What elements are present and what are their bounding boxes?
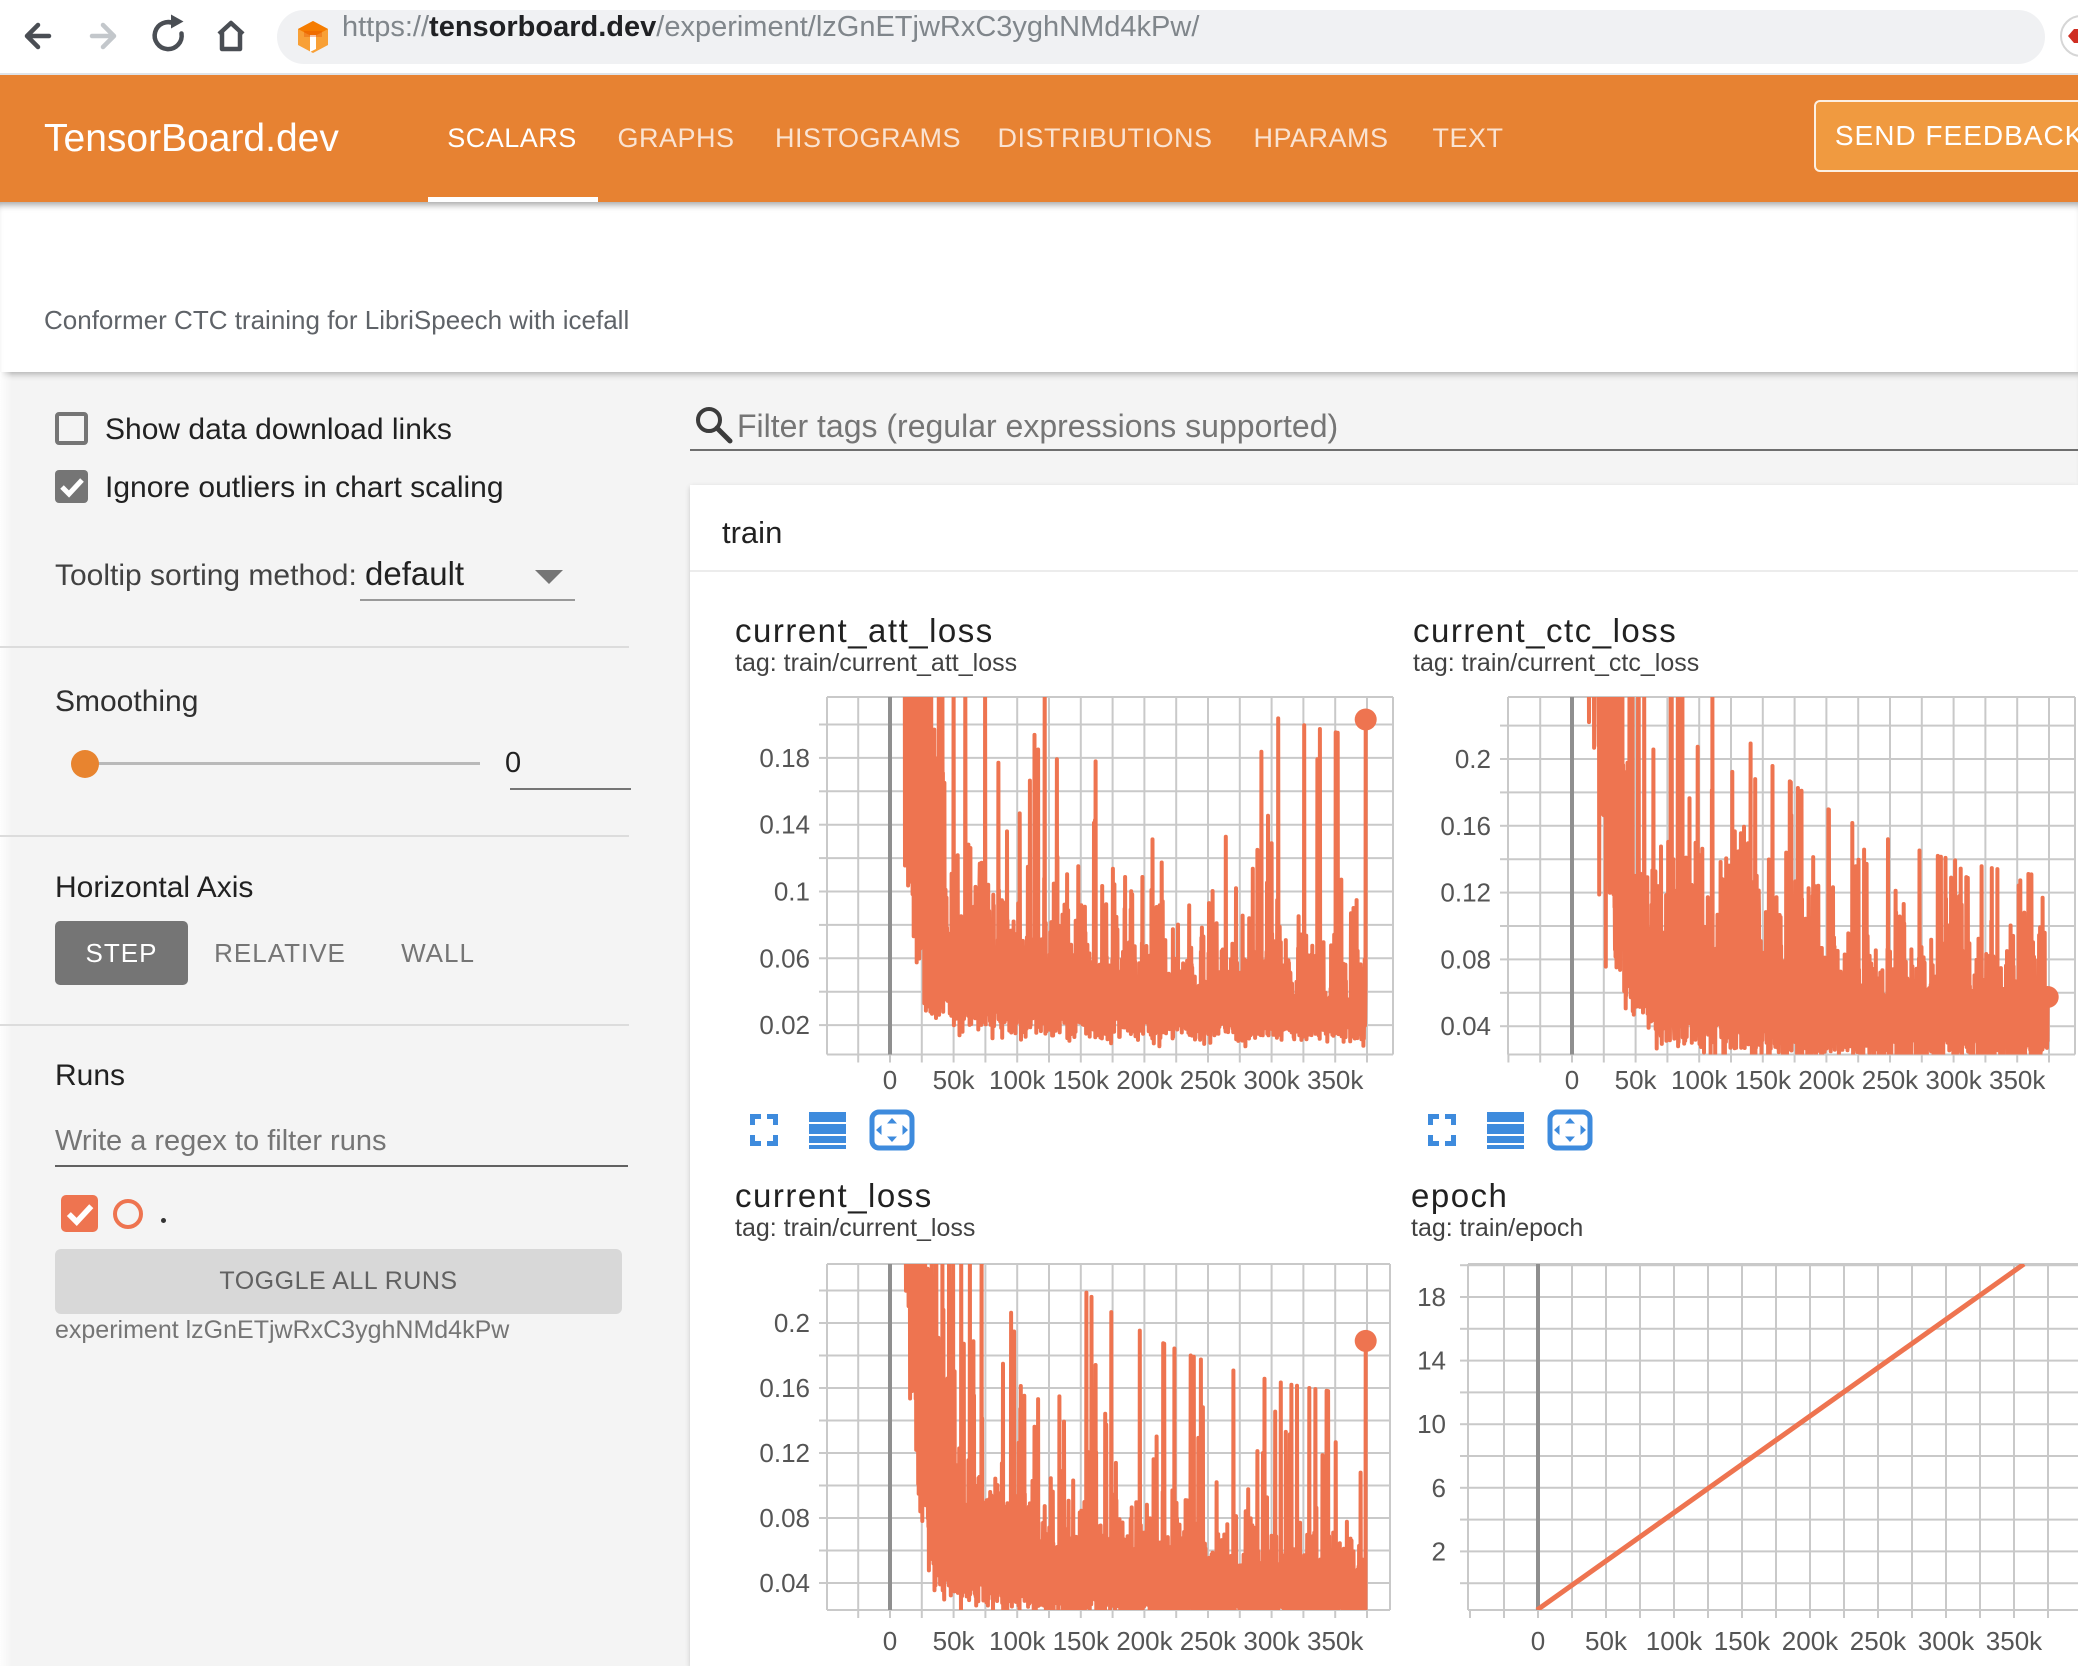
svg-text:epoch: epoch: [1411, 1177, 1508, 1214]
svg-text:6: 6: [1432, 1473, 1446, 1503]
svg-text:0: 0: [1565, 1065, 1579, 1095]
svg-text:current_loss: current_loss: [735, 1177, 933, 1214]
svg-text:350k: 350k: [1307, 1065, 1364, 1095]
svg-text:150k: 150k: [1735, 1065, 1792, 1095]
svg-text:250k: 250k: [1180, 1065, 1237, 1095]
svg-text:tag: train/current_att_loss: tag: train/current_att_loss: [735, 649, 1017, 677]
svg-text:0.04: 0.04: [1440, 1011, 1491, 1041]
svg-text:200k: 200k: [1116, 1626, 1173, 1656]
svg-text:300k: 300k: [1925, 1065, 1982, 1095]
svg-text:0.08: 0.08: [759, 1503, 810, 1533]
svg-text:0.2: 0.2: [774, 1308, 810, 1338]
svg-text:0.04: 0.04: [759, 1568, 810, 1598]
svg-text:350k: 350k: [1307, 1626, 1364, 1656]
svg-text:150k: 150k: [1053, 1065, 1110, 1095]
svg-text:300k: 300k: [1243, 1065, 1300, 1095]
svg-text:0.18: 0.18: [759, 743, 810, 773]
svg-text:100k: 100k: [1646, 1626, 1703, 1656]
svg-text:0.16: 0.16: [759, 1373, 810, 1403]
svg-text:350k: 350k: [1986, 1626, 2043, 1656]
svg-text:300k: 300k: [1243, 1626, 1300, 1656]
svg-text:0.2: 0.2: [1455, 744, 1491, 774]
svg-text:0: 0: [883, 1065, 897, 1095]
svg-text:current_ctc_loss: current_ctc_loss: [1413, 612, 1677, 649]
svg-text:250k: 250k: [1862, 1065, 1919, 1095]
svg-text:0.08: 0.08: [1440, 944, 1491, 974]
svg-text:100k: 100k: [989, 1626, 1046, 1656]
svg-text:10: 10: [1417, 1409, 1446, 1439]
svg-text:150k: 150k: [1053, 1626, 1110, 1656]
svg-text:14: 14: [1417, 1346, 1446, 1376]
svg-text:250k: 250k: [1850, 1626, 1907, 1656]
svg-text:0.1: 0.1: [774, 877, 810, 907]
svg-text:50k: 50k: [933, 1626, 976, 1656]
svg-text:18: 18: [1417, 1282, 1446, 1312]
svg-text:0.12: 0.12: [759, 1438, 810, 1468]
svg-text:0.02: 0.02: [759, 1010, 810, 1040]
svg-text:250k: 250k: [1180, 1626, 1237, 1656]
svg-text:100k: 100k: [989, 1065, 1046, 1095]
svg-text:100k: 100k: [1671, 1065, 1728, 1095]
svg-text:0.12: 0.12: [1440, 878, 1491, 908]
svg-text:tag: train/epoch: tag: train/epoch: [1411, 1214, 1583, 1242]
svg-text:50k: 50k: [1615, 1065, 1658, 1095]
svg-text:50k: 50k: [1585, 1626, 1628, 1656]
svg-text:200k: 200k: [1798, 1065, 1855, 1095]
svg-text:current_att_loss: current_att_loss: [735, 612, 994, 649]
svg-text:50k: 50k: [933, 1065, 976, 1095]
svg-text:300k: 300k: [1918, 1626, 1975, 1656]
svg-text:200k: 200k: [1116, 1065, 1173, 1095]
svg-text:tag: train/current_ctc_loss: tag: train/current_ctc_loss: [1413, 649, 1699, 677]
svg-text:0.14: 0.14: [759, 810, 810, 840]
svg-text:2: 2: [1432, 1536, 1446, 1566]
svg-text:0: 0: [1531, 1626, 1545, 1656]
svg-text:150k: 150k: [1714, 1626, 1771, 1656]
svg-text:350k: 350k: [1989, 1065, 2046, 1095]
svg-text:200k: 200k: [1782, 1626, 1839, 1656]
svg-text:0.16: 0.16: [1440, 811, 1491, 841]
svg-text:0: 0: [883, 1626, 897, 1656]
svg-text:0.06: 0.06: [759, 943, 810, 973]
svg-text:tag: train/current_loss: tag: train/current_loss: [735, 1214, 975, 1242]
